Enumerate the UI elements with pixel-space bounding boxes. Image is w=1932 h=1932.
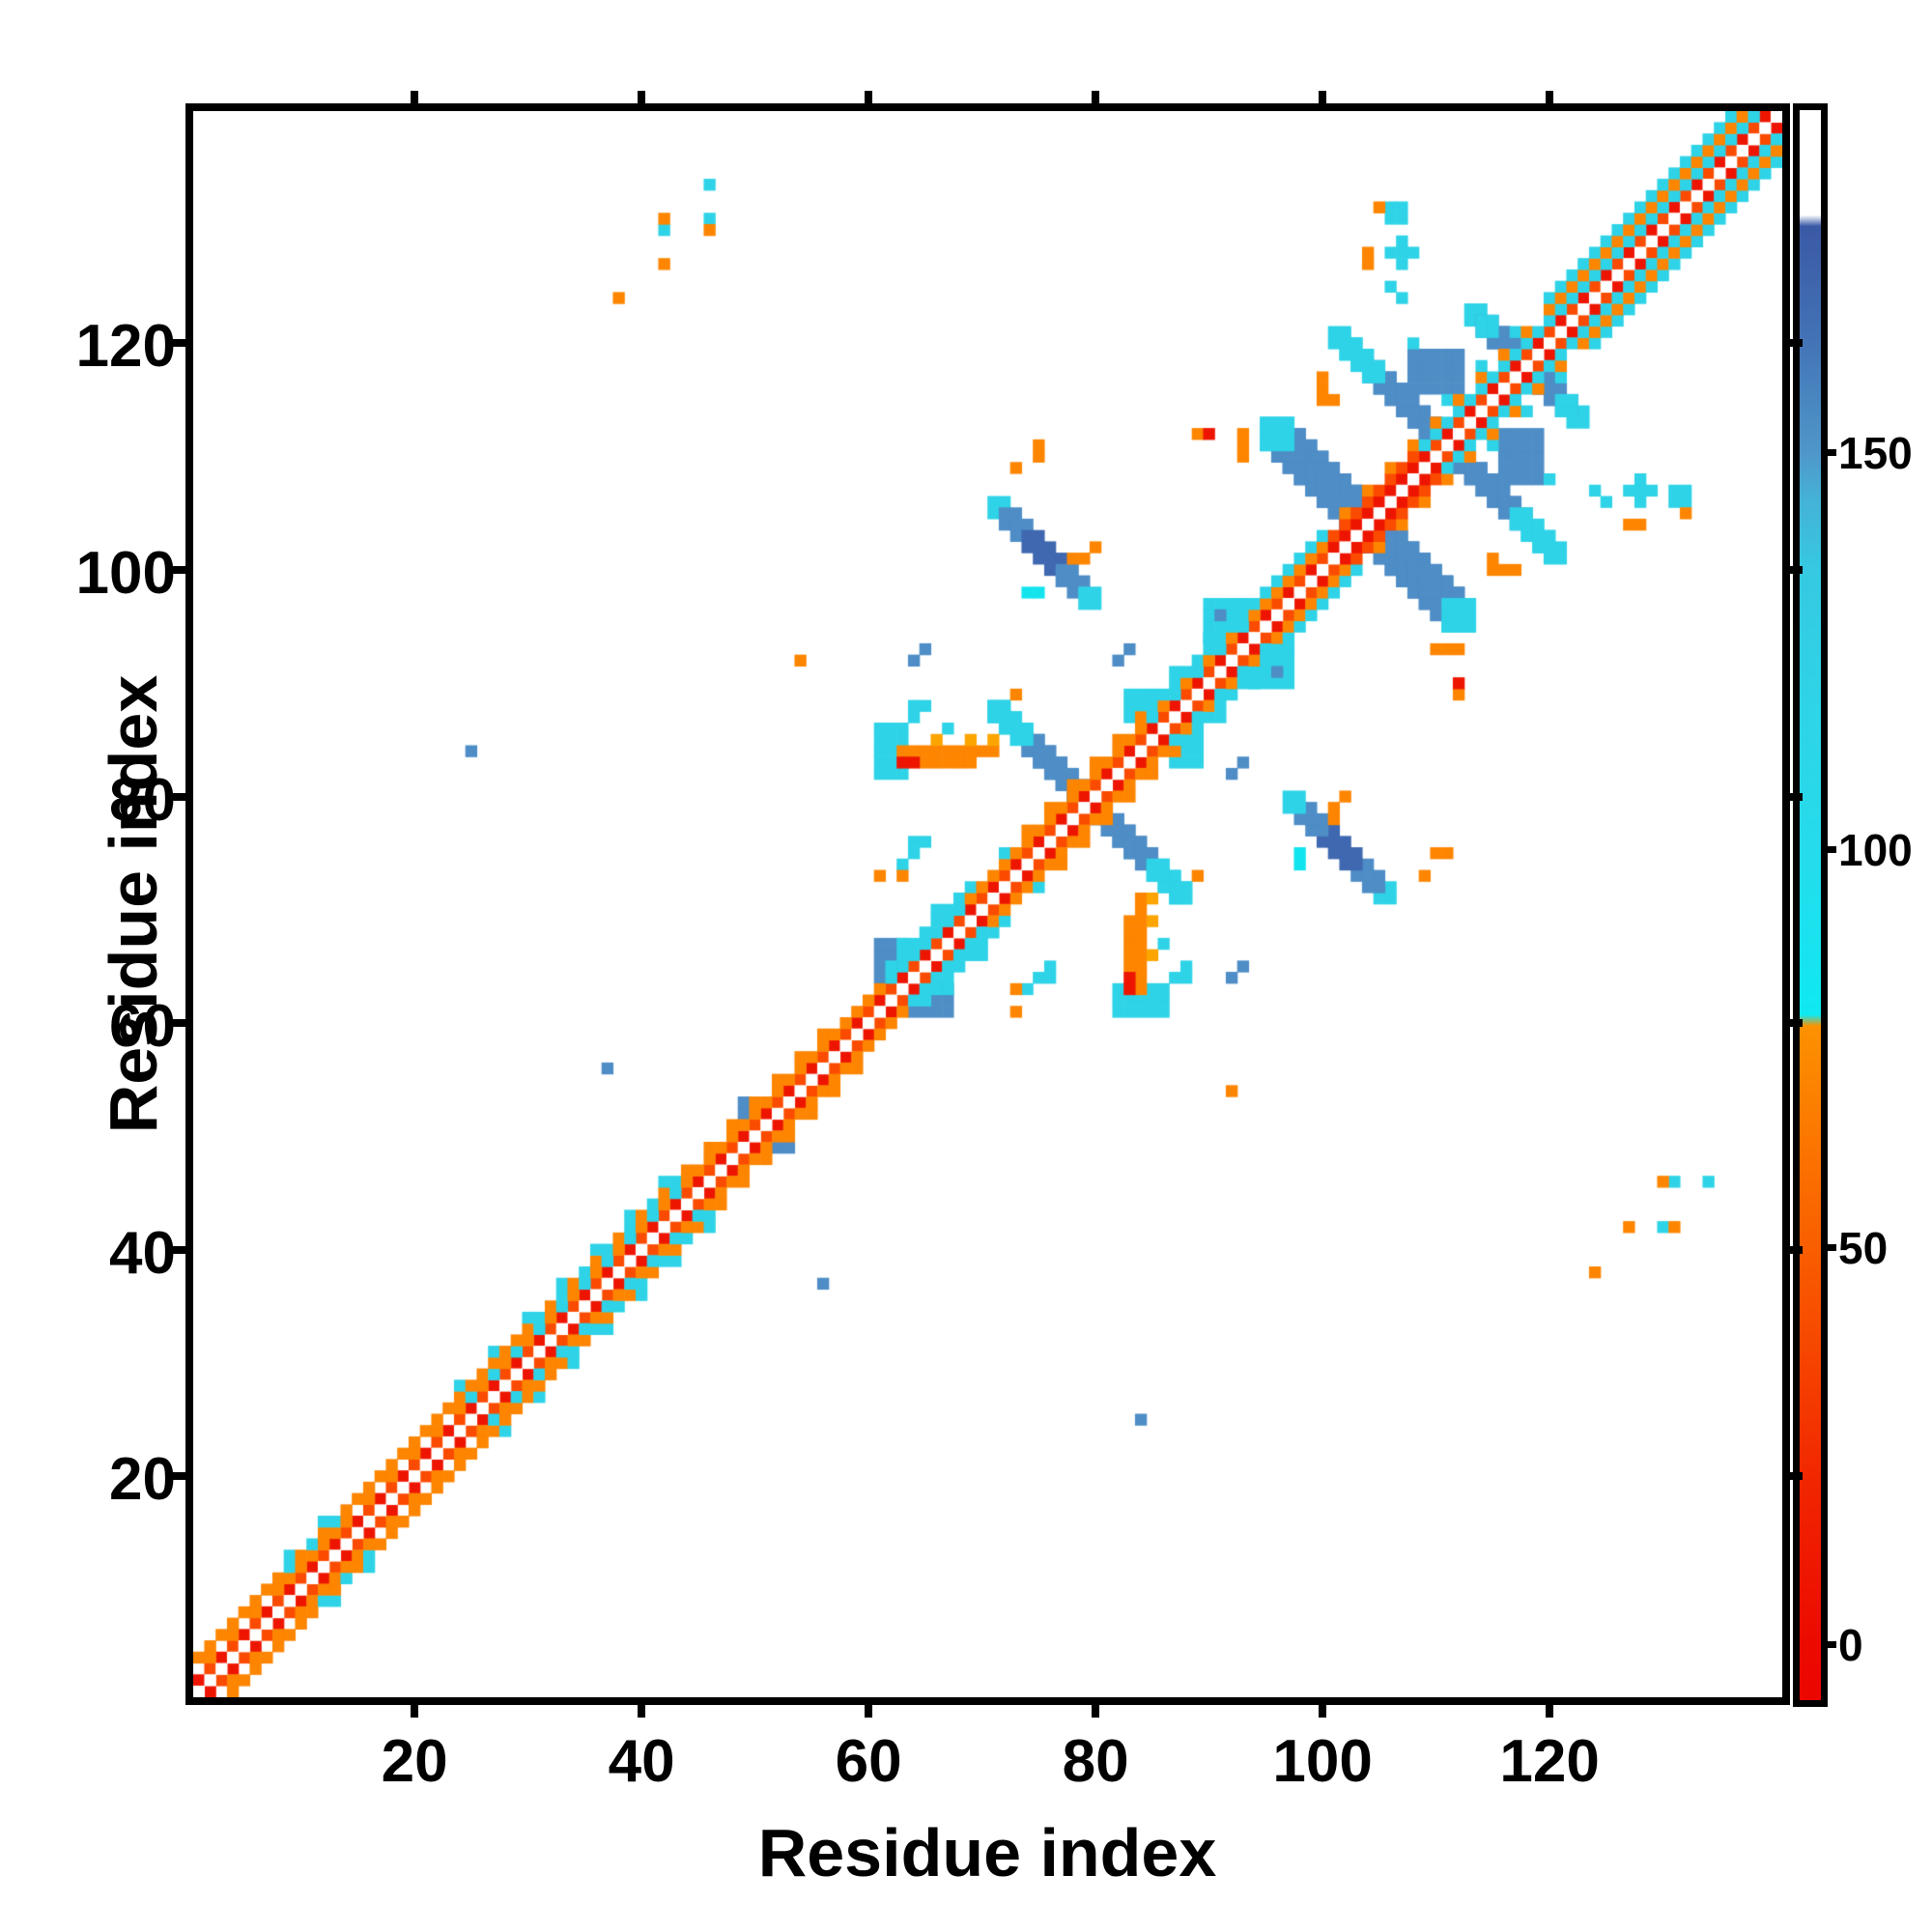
- x-axis-top-tick: [865, 91, 873, 103]
- x-axis-top-tick: [1319, 91, 1327, 103]
- x-axis-tick: [411, 1705, 419, 1718]
- plot-area: [185, 103, 1790, 1705]
- colorbar: [1793, 103, 1828, 1707]
- heatmap-canvas: [193, 111, 1782, 1697]
- colorbar-tick: [1826, 448, 1836, 456]
- x-axis-top-tick: [638, 91, 646, 103]
- colorbar-tick: [1826, 1641, 1836, 1649]
- x-axis-tick: [865, 1705, 873, 1718]
- y-axis-tick: [173, 1472, 185, 1481]
- y-axis-right-tick: [1790, 1472, 1803, 1481]
- y-axis-right-tick: [1790, 566, 1803, 574]
- y-tick-label: 60: [109, 993, 176, 1061]
- colorbar-tick-label: 100: [1838, 825, 1913, 876]
- x-tick-label: 80: [1062, 1728, 1129, 1795]
- x-tick-label: 60: [835, 1728, 902, 1795]
- x-tick-label: 100: [1272, 1728, 1373, 1795]
- x-tick-label: 20: [381, 1728, 448, 1795]
- colorbar-tick-label: 0: [1838, 1620, 1863, 1671]
- y-axis-tick: [173, 1245, 185, 1254]
- x-axis-top-tick: [1092, 91, 1100, 103]
- x-tick-label: 40: [608, 1728, 675, 1795]
- y-tick-label: 100: [75, 540, 176, 607]
- colorbar-gradient: [1800, 110, 1821, 1700]
- y-axis-right-tick: [1790, 792, 1803, 801]
- colorbar-tick: [1826, 1243, 1836, 1251]
- y-axis-tick: [173, 339, 185, 348]
- y-axis-tick: [173, 1019, 185, 1028]
- colorbar-tick-label: 150: [1838, 427, 1913, 478]
- y-tick-label: 20: [109, 1446, 176, 1514]
- x-axis-tick: [1546, 1705, 1554, 1718]
- y-axis-right-tick: [1790, 339, 1803, 348]
- x-axis-tick: [1319, 1705, 1327, 1718]
- colorbar-tick: [1826, 846, 1836, 854]
- y-axis-tick: [173, 792, 185, 801]
- x-tick-label: 120: [1499, 1728, 1600, 1795]
- x-axis-top-tick: [411, 91, 419, 103]
- x-axis-tick: [1092, 1705, 1100, 1718]
- y-axis-tick: [173, 566, 185, 574]
- x-axis-top-tick: [1546, 91, 1554, 103]
- x-axis-tick: [638, 1705, 646, 1718]
- y-tick-label: 120: [75, 313, 176, 381]
- y-axis-right-tick: [1790, 1245, 1803, 1254]
- y-axis-right-tick: [1790, 1019, 1803, 1028]
- y-tick-label: 40: [109, 1219, 176, 1287]
- colorbar-tick-label: 50: [1838, 1222, 1889, 1273]
- x-axis-title: Residue index: [757, 1815, 1217, 1890]
- y-axis-title: Residue index: [96, 674, 171, 1134]
- y-tick-label: 80: [109, 766, 176, 834]
